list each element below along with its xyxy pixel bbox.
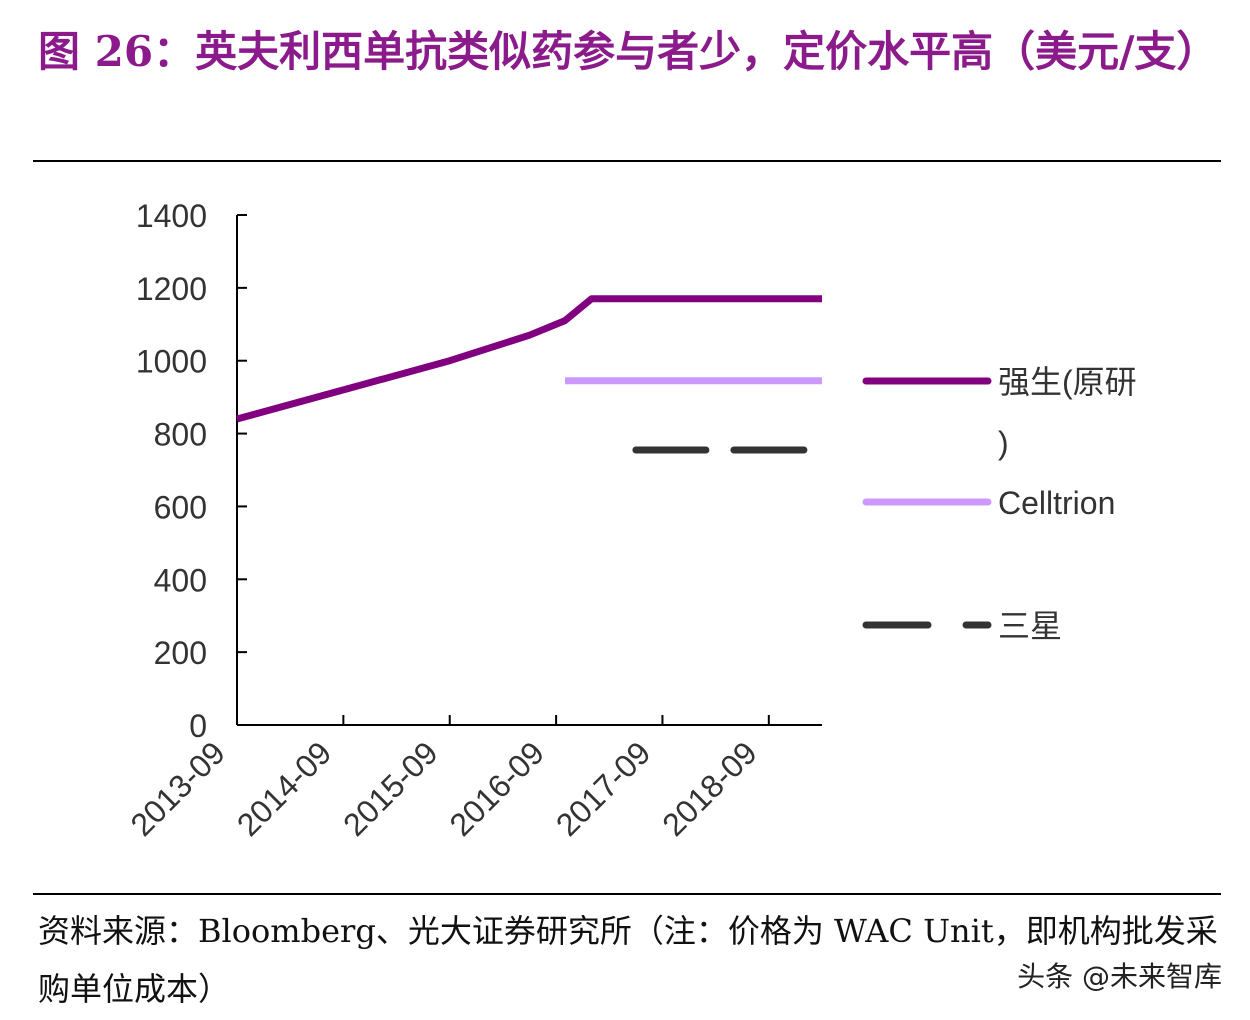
x-tick-label: 2018-09 (655, 734, 763, 842)
y-tick-label: 0 (189, 708, 207, 744)
legend-label-2: Celltrion (998, 485, 1115, 521)
x-tick-label: 2013-09 (123, 734, 231, 842)
y-tick-label: 200 (154, 635, 207, 671)
y-tick-label: 1400 (136, 198, 207, 234)
x-tick-label: 2016-09 (443, 734, 551, 842)
legend-label-3: 三星 (998, 608, 1062, 644)
legend: 强生(原研) Celltrion 三星 (862, 364, 1137, 644)
y-tick-label: 600 (154, 489, 207, 525)
x-tick-label: 2017-09 (549, 734, 657, 842)
source-divider (33, 893, 1221, 895)
plot-area: 02004006008001000120014002013-092014-092… (123, 198, 826, 843)
line-chart: 02004006008001000120014002013-092014-092… (123, 198, 1137, 843)
x-tick-label: 2014-09 (230, 734, 338, 842)
y-tick-label: 1000 (136, 344, 207, 380)
x-tick-label: 2015-09 (336, 734, 444, 842)
legend-label-1-cont: ) (998, 425, 1009, 461)
y-tick-label: 1200 (136, 271, 207, 307)
y-tick-label: 400 (154, 562, 207, 598)
series-line-1 (236, 295, 822, 423)
y-tick-label: 800 (154, 417, 207, 453)
title-divider (33, 160, 1221, 162)
source-note: 资料来源：Bloomberg、光大证券研究所（注：价格为 WAC Unit，即机… (38, 912, 1218, 1008)
legend-label-1: 强生(原研 (998, 364, 1137, 400)
page-title: 图 26：英夫利西单抗类似药参与者少，定价水平高（美元/支） (38, 27, 1219, 76)
watermark: 头条 @未来智库 (1017, 960, 1222, 993)
